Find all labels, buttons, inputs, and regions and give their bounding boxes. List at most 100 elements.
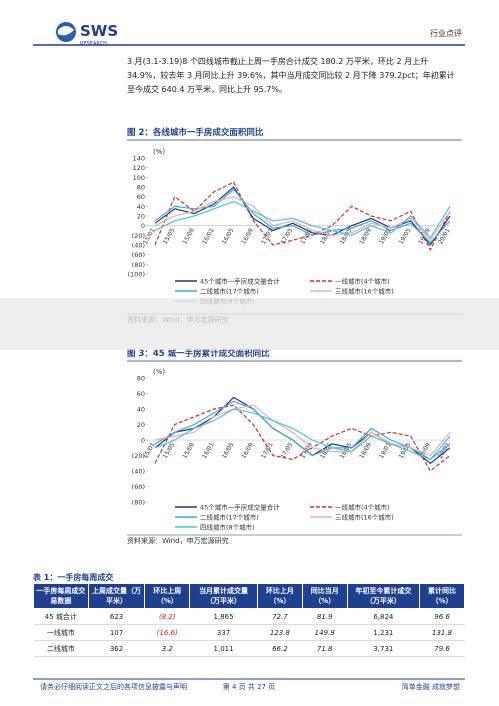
table-cell: 149.9	[302, 624, 348, 641]
x-tick-label: 15/09	[181, 227, 196, 246]
logo: SWS RESEARCH	[56, 22, 118, 47]
x-tick-label: 15/09	[181, 441, 196, 460]
table-row: 二线城市 362 3.2 1,011 66.2 71.8 3,731 79.6	[33, 640, 465, 657]
series-line	[154, 408, 451, 461]
y-tick-label: 0	[141, 437, 145, 445]
y-tick-label: (80)	[132, 261, 145, 269]
y-tick-label: (60)	[132, 251, 145, 259]
table-cell: 96.6	[419, 608, 465, 625]
chart-title: 图 2：各线城市一手房成交面积同比	[127, 127, 264, 138]
table-header-cell: 一手房每周成交易数据	[33, 583, 89, 609]
table-cell: 623	[88, 608, 145, 625]
legend-label: 三线城市(16个城市)	[335, 513, 394, 522]
x-tick-label: 16/05	[221, 227, 236, 246]
table-cell: 337	[189, 624, 258, 641]
footer-slogan: 简单金融 成就梦想	[402, 682, 460, 691]
series-line	[154, 404, 451, 472]
table-cell: (16.6)	[144, 624, 190, 641]
y-tick-label: (80)	[132, 499, 145, 507]
y-tick-label: 40	[137, 203, 145, 211]
table-title: 表 1：一手房每周成交	[32, 572, 113, 582]
footer-page: 第 4 页 共 27 页	[223, 682, 276, 691]
y-tick-label: 80	[137, 184, 145, 192]
table-cell: 一线城市	[33, 624, 89, 641]
paragraph-line: 3 月(3.1-3.19)8 个四线城市截止上周一手房合计成交 180.2 万平…	[127, 57, 429, 66]
legend-label: 二线城市(17个城市)	[200, 513, 259, 522]
logo-text: SWS	[80, 22, 118, 40]
legend-label: 三线城市(16个城市)	[335, 287, 394, 296]
table-cell: 6,824	[347, 608, 420, 625]
x-tick-label: 17/05	[280, 441, 295, 460]
table-header-cell: 上周成交量（万平米）	[87, 583, 146, 609]
legend-label: 二线城市(17个城市)	[200, 287, 259, 296]
table-cell: 107	[88, 624, 145, 641]
table-header-cell: 环比上周（%）	[144, 583, 191, 609]
series-line	[154, 400, 451, 461]
table-cell: 3,731	[347, 640, 420, 657]
y-tick-label: 20	[137, 421, 145, 429]
table-header-cell: 同比当月（%）	[301, 583, 348, 609]
paragraph-line: 34.9%，较去年 3 月同比上升 39.6%，其中当月成交同比较 2 月下降 …	[127, 71, 455, 80]
y-tick-label: (60)	[132, 483, 145, 491]
watermark-band	[0, 298, 499, 350]
y-unit: (%)	[153, 148, 165, 156]
footer-disclaimer: 请务必仔细阅读正文之后的各项信息披露与声明	[40, 682, 187, 691]
y-unit: (%)	[153, 368, 165, 376]
table-cell: 72.7	[257, 608, 303, 625]
series-line	[154, 181, 451, 252]
table-header-cell: 累计同比（%）	[419, 583, 465, 609]
table-cell: 45 城合计	[33, 608, 89, 625]
x-tick-label: 20/01	[437, 227, 452, 246]
logo-sub: RESEARCH	[80, 41, 107, 47]
table-row: 45 城合计 623 (8.2) 1,865 72.7 81.9 6,824 96.6	[33, 608, 465, 625]
x-tick-label: 16/09	[240, 441, 255, 460]
chart-source: 资料来源：Wind，申万宏源研究	[127, 536, 229, 545]
y-tick-label: 0	[141, 222, 145, 230]
table-cell: 66.2	[257, 640, 303, 657]
y-tick-label: (100)	[128, 271, 145, 279]
table-cell: 81.9	[302, 608, 348, 625]
table-cell: 131.8	[419, 624, 465, 641]
y-tick-label: 20	[137, 213, 145, 221]
y-tick-label: 100	[133, 174, 145, 182]
table-cell: 71.8	[302, 640, 348, 657]
data-table: 一手房每周成交易数据 上周成交量（万平米） 环比上周（%） 当月累计成交量（万平米）环…	[33, 583, 465, 657]
y-tick-label: 60	[137, 193, 145, 201]
series-line	[154, 188, 451, 244]
y-tick-label: (40)	[132, 468, 145, 476]
x-tick-label: 17/05	[280, 227, 295, 246]
legend-label: 45个城市一手房成交量合计	[200, 503, 280, 512]
table-cell: 3.2	[144, 640, 190, 657]
table-cell: 79.6	[419, 640, 465, 657]
x-tick-label: 15/05	[162, 227, 177, 246]
x-tick-label: 16/09	[240, 227, 255, 246]
chart-title: 图 3：45 城一手房累计成交面积同比	[127, 348, 270, 359]
table-cell: 1,011	[189, 640, 258, 657]
x-tick-label: 17/01	[260, 441, 275, 460]
series-line	[154, 200, 451, 239]
x-tick-label: 16/01	[201, 441, 216, 460]
paragraph-line: 至今成交 640.4 万平米，同比上升 95.7%。	[127, 85, 287, 94]
y-tick-label: (20)	[132, 232, 145, 240]
x-tick-label: 16/01	[201, 227, 216, 246]
table-cell: 362	[88, 640, 145, 657]
y-tick-label: 120	[133, 164, 145, 172]
section-label: 行业点评	[430, 28, 462, 38]
table-cell: 123.8	[257, 624, 303, 641]
x-tick-label: 16/05	[221, 441, 236, 460]
y-tick-label: (40)	[132, 242, 145, 250]
legend-label: 一线城市(4个城市)	[335, 503, 390, 512]
y-tick-label: 40	[137, 406, 145, 414]
table-cell: 二线城市	[33, 640, 89, 657]
x-tick-label: 18/09	[358, 227, 373, 246]
legend-label: 四线城市(8个城市)	[200, 523, 255, 532]
x-tick-label: 19/05	[398, 227, 413, 246]
table-header-cell: 年初至今累计成交（万平米）	[346, 583, 421, 609]
table-header-cell: 环比上月（%）	[256, 583, 303, 609]
table-cell: (8.2)	[144, 608, 190, 625]
table-cell: 1,865	[189, 608, 258, 625]
series-line	[154, 196, 451, 242]
legend-label: 45个城市一手房成交量合计	[200, 277, 280, 286]
y-tick-label: (20)	[132, 452, 145, 460]
